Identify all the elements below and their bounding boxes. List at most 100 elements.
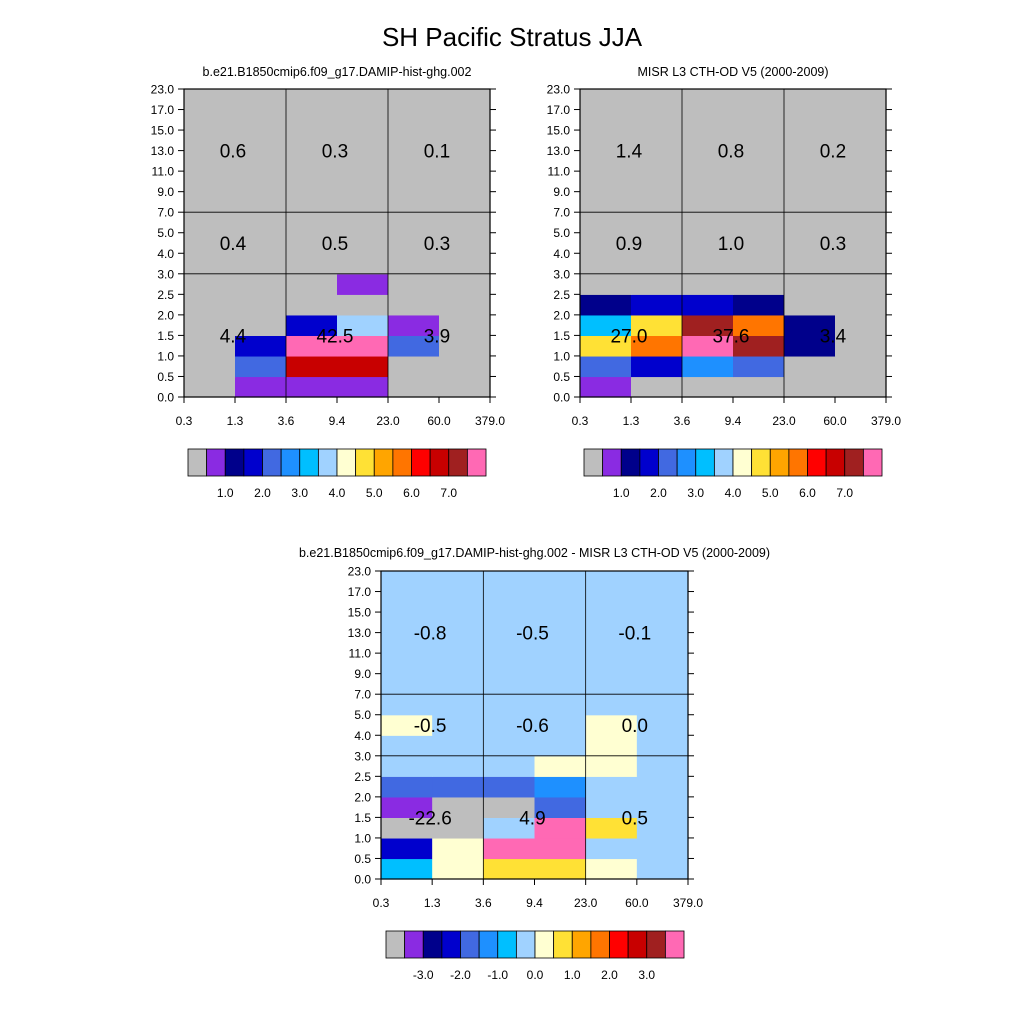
histogram-cell [631, 171, 683, 193]
histogram-cell [184, 335, 236, 357]
histogram-cell [483, 735, 536, 757]
y-tick-label: 23.0 [151, 83, 175, 97]
histogram-cell [337, 376, 389, 398]
histogram-cell [835, 335, 887, 357]
colorbar-swatch [373, 448, 394, 477]
histogram-cell [682, 355, 734, 378]
histogram-cell [631, 109, 683, 131]
histogram-cell [585, 591, 638, 613]
histogram-cell [682, 294, 734, 316]
colorbar-swatch [658, 448, 678, 477]
colorbar-label: 6.0 [799, 486, 816, 500]
histogram-cell [432, 571, 484, 593]
colorbar-label: 2.0 [601, 968, 618, 982]
histogram-cell [483, 653, 536, 675]
colorbar-label: -2.0 [450, 968, 471, 982]
histogram-cell [184, 355, 236, 378]
histogram-cell [580, 253, 632, 275]
colorbar-swatch [404, 930, 424, 959]
colorbar-swatch [385, 930, 406, 959]
histogram-cell [631, 191, 683, 213]
histogram-cell [388, 150, 440, 172]
histogram-cell [235, 89, 287, 111]
histogram-cell [733, 89, 785, 111]
y-tick-label: 5.0 [553, 226, 570, 240]
histogram-cell [483, 837, 536, 860]
histogram-cell [388, 253, 440, 275]
colorbar-swatch [497, 930, 517, 959]
panel-title: b.e21.B1850cmip6.f09_g17.DAMIP-hist-ghg.… [203, 65, 472, 79]
colorbar-label: 5.0 [762, 486, 779, 500]
y-tick-label: 11.0 [548, 165, 571, 179]
histogram-cell [432, 653, 484, 675]
y-tick-label: 3.0 [157, 267, 174, 281]
histogram-cell [682, 335, 734, 357]
histogram-cell [636, 837, 689, 860]
histogram-cell [439, 191, 491, 213]
panel-difference: b.e21.B1850cmip6.f09_g17.DAMIP-hist-ghg.… [299, 546, 770, 982]
histogram-cell [585, 673, 638, 695]
histogram-cell [184, 273, 236, 295]
histogram-cell [483, 694, 536, 716]
histogram-cell [631, 89, 683, 111]
histogram-cell [184, 294, 236, 316]
histogram-cell [337, 335, 389, 357]
histogram-cell [636, 694, 689, 716]
histogram-cell [483, 755, 536, 777]
histogram-cell [235, 191, 287, 213]
y-tick-label: 2.0 [354, 790, 371, 804]
histogram-cell [235, 150, 287, 172]
y-tick-label: 23.0 [348, 565, 372, 579]
histogram-cell [631, 273, 683, 295]
histogram-cell [388, 89, 440, 111]
histogram-cell [337, 273, 389, 295]
x-tick-label: 60.0 [625, 896, 649, 910]
histogram-cell [682, 232, 734, 254]
colorbar-swatch [807, 448, 827, 477]
histogram-cell [636, 858, 689, 880]
y-tick-label: 2.0 [553, 308, 570, 322]
histogram-cell [682, 376, 734, 398]
histogram-cell [184, 191, 236, 213]
histogram-cell [286, 130, 338, 152]
histogram-cell [337, 253, 389, 275]
histogram-cell [534, 858, 587, 880]
histogram-cell [184, 232, 236, 254]
histogram-cell [580, 150, 632, 172]
colorbar-label: 1.0 [564, 968, 581, 982]
colorbar-swatch [571, 930, 592, 959]
colorbar-swatch [676, 448, 697, 477]
group-value-label: -0.8 [414, 624, 447, 645]
y-tick-label: 9.0 [157, 185, 174, 199]
histogram-cell [439, 355, 491, 378]
histogram-cell [585, 632, 638, 654]
x-tick-label: 379.0 [673, 896, 703, 910]
x-tick-label: 0.3 [572, 414, 589, 428]
group-value-label: -0.5 [516, 624, 549, 645]
x-tick-label: 9.4 [329, 414, 346, 428]
colorbar-label: 7.0 [440, 486, 457, 500]
group-value-label: 0.0 [622, 716, 648, 737]
colorbar-label: 3.0 [638, 968, 655, 982]
histogram-cell [235, 273, 287, 295]
x-tick-label: 0.3 [176, 414, 193, 428]
histogram-cell [682, 191, 734, 213]
colorbar-swatch [534, 930, 555, 959]
histogram-cell [235, 130, 287, 152]
histogram-cell [585, 571, 638, 593]
histogram-cell [432, 837, 484, 860]
y-tick-label: 0.5 [354, 852, 371, 866]
histogram-cell [636, 796, 689, 818]
histogram-cell [381, 632, 433, 654]
histogram-cell [184, 314, 236, 336]
histogram-cell [835, 191, 887, 213]
histogram-cell [580, 335, 632, 357]
histogram-cell [286, 273, 338, 295]
histogram-cell [580, 232, 632, 254]
group-value-label: 3.4 [820, 326, 847, 347]
histogram-cell [235, 355, 287, 378]
histogram-cell [337, 212, 389, 234]
histogram-cell [631, 355, 683, 378]
colorbar-swatch [187, 448, 208, 477]
histogram-cell [432, 673, 484, 695]
